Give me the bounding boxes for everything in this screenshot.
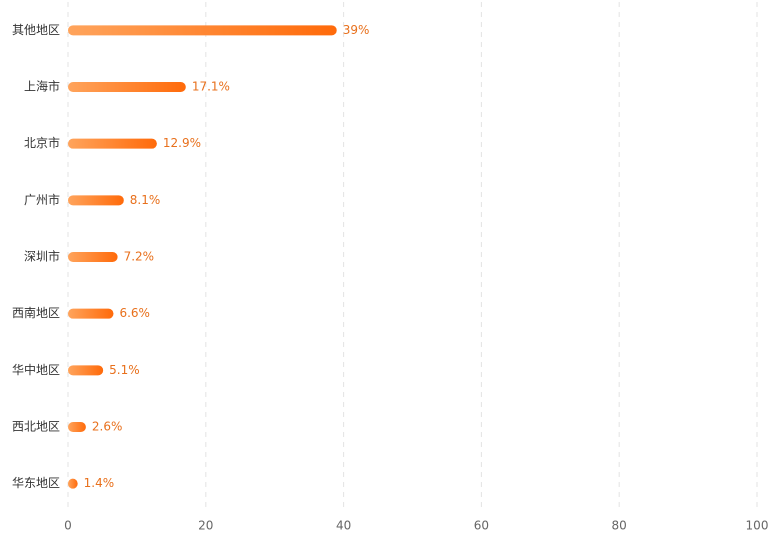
- value-label: 6.6%: [119, 306, 150, 320]
- bar: [68, 195, 124, 206]
- bar: [68, 252, 118, 262]
- y-tick-label: 其他地区: [12, 23, 60, 37]
- bar: [68, 365, 104, 376]
- bar: [68, 478, 78, 489]
- x-tick-label: 40: [336, 519, 351, 533]
- value-label: 12.9%: [163, 136, 201, 150]
- value-label: 1.4%: [84, 476, 115, 490]
- bar: [68, 82, 186, 92]
- value-label: 8.1%: [130, 193, 161, 207]
- y-tick-label: 西南地区: [12, 305, 60, 320]
- value-label: 7.2%: [124, 250, 155, 264]
- value-label: 17.1%: [192, 80, 230, 94]
- value-label: 39%: [343, 23, 370, 37]
- bar: [68, 308, 114, 319]
- y-tick-label: 西北地区: [12, 420, 60, 434]
- x-tick-label: 20: [198, 519, 213, 533]
- value-label: 5.1%: [109, 363, 140, 377]
- y-tick-label: 北京市: [24, 135, 60, 150]
- x-tick-label: 60: [474, 519, 489, 533]
- y-tick-label: 华中地区: [12, 362, 60, 377]
- x-tick-label: 100: [746, 519, 769, 533]
- y-tick-label: 广州市: [24, 192, 60, 207]
- x-tick-label: 0: [64, 519, 72, 533]
- bar: [68, 138, 157, 149]
- bar: [68, 25, 337, 36]
- bar: [68, 422, 86, 432]
- y-tick-label: 深圳市: [24, 249, 60, 264]
- y-tick-label: 华东地区: [12, 476, 60, 490]
- y-tick-label: 上海市: [24, 79, 60, 94]
- x-tick-label: 80: [612, 519, 627, 533]
- value-label: 2.6%: [92, 420, 123, 434]
